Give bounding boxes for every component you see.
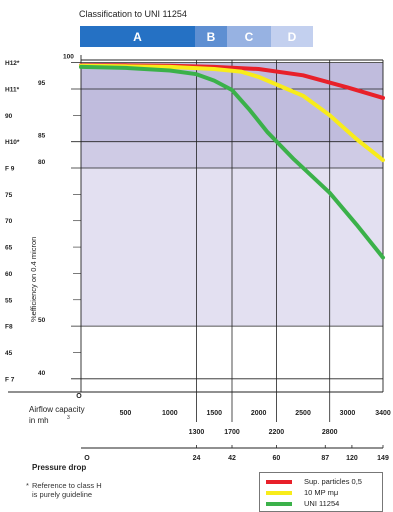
x-tick-label-500: 500: [120, 410, 132, 417]
x-axis-label-line2: in mh: [29, 416, 49, 425]
class-label-b: B: [207, 30, 216, 44]
x-tick-label-3000: 3000: [340, 410, 356, 417]
y-outer-label-90-90: 90: [5, 113, 13, 120]
footnote-line-2: is purely guideline: [32, 490, 93, 499]
y-outer-label-h11-95: H11*: [5, 86, 20, 93]
x-tick-label-3400: 3400: [375, 410, 391, 417]
pressure-tick-label-120: 120: [346, 455, 358, 462]
y-tick-label-95: 95: [38, 80, 46, 87]
y-tick-label-50: 50: [38, 317, 46, 324]
pressure-tick-label-149: 149: [377, 455, 389, 462]
class-label-c: C: [245, 30, 254, 44]
pressure-tick-label-42: 42: [228, 455, 236, 462]
class-segment-d: [271, 26, 313, 47]
legend-label-red: Sup. particles 0,5: [304, 477, 362, 486]
x-tick2-label-2200: 2200: [269, 429, 285, 436]
x-tick2-label-1700: 1700: [224, 429, 240, 436]
series-line-yellow: [79, 63, 385, 163]
x-tick2-label-2800: 2800: [322, 429, 338, 436]
y-tick-label-100: 100: [63, 54, 74, 61]
y-outer-label-f7-40: F 7: [5, 376, 15, 383]
y-outer-label-f8-50: F8: [5, 324, 13, 331]
y-outer-label-60-60: 60: [5, 271, 13, 278]
x-origin-label: O: [76, 393, 82, 400]
legend-swatch-green: [266, 502, 292, 506]
pressure-tick-label-24: 24: [193, 455, 201, 462]
x-tick2-label-1300: 1300: [189, 429, 205, 436]
footnote-line-1: Reference to class H: [32, 481, 102, 490]
footnote: * Reference to class H is purely guideli…: [26, 481, 182, 499]
legend-swatch-red: [266, 480, 292, 484]
x-tick-label-1500: 1500: [206, 410, 222, 417]
y-outer-label-h12-100: H12*: [5, 60, 20, 67]
x-axis-label-line1: Airflow capacity: [29, 405, 85, 414]
classification-title: Classification to UNI 11254: [79, 9, 187, 19]
pressure-axis-label: Pressure drop: [32, 463, 86, 472]
class-segment-b: [195, 26, 227, 47]
y-tick-label-40: 40: [38, 370, 46, 377]
legend-label-green: UNI 11254: [304, 499, 340, 508]
y-tick-label-85: 85: [38, 133, 46, 140]
legend-label-yellow: 10 MP mμ: [304, 488, 339, 497]
y-outer-label-55-55: 55: [5, 297, 13, 304]
y-tick-label-80: 80: [38, 159, 46, 166]
class-segment-a: [80, 26, 195, 47]
class-segment-c: [227, 26, 271, 47]
y-axis-label: %efficiency on 0.4 micron: [29, 237, 38, 322]
footnote-mark: *: [26, 481, 29, 490]
pressure-tick-label-60: 60: [273, 455, 281, 462]
x-tick-label-2500: 2500: [295, 410, 311, 417]
legend-swatch-yellow: [266, 491, 292, 495]
class-label-a: A: [133, 30, 142, 44]
y-outer-label-65-65: 65: [5, 245, 13, 252]
x-tick-label-1000: 1000: [162, 410, 178, 417]
pressure-origin-label: O: [84, 455, 90, 462]
x-axis-label-sup: 3: [67, 415, 70, 421]
x-tick-label-2000: 2000: [251, 410, 267, 417]
y-outer-label-75-75: 75: [5, 192, 13, 199]
legend: Sup. particles 0,5 10 MP mμ UNI 11254: [259, 472, 383, 512]
series-line-green: [79, 64, 385, 260]
pressure-tick-label-87: 87: [321, 455, 329, 462]
y-outer-label-h10-85: H10*: [5, 139, 20, 146]
y-outer-label-70-70: 70: [5, 218, 13, 225]
y-outer-label-f9-80: F 9: [5, 166, 15, 173]
y-outer-label-45-45: 45: [5, 350, 13, 357]
class-label-d: D: [288, 30, 297, 44]
